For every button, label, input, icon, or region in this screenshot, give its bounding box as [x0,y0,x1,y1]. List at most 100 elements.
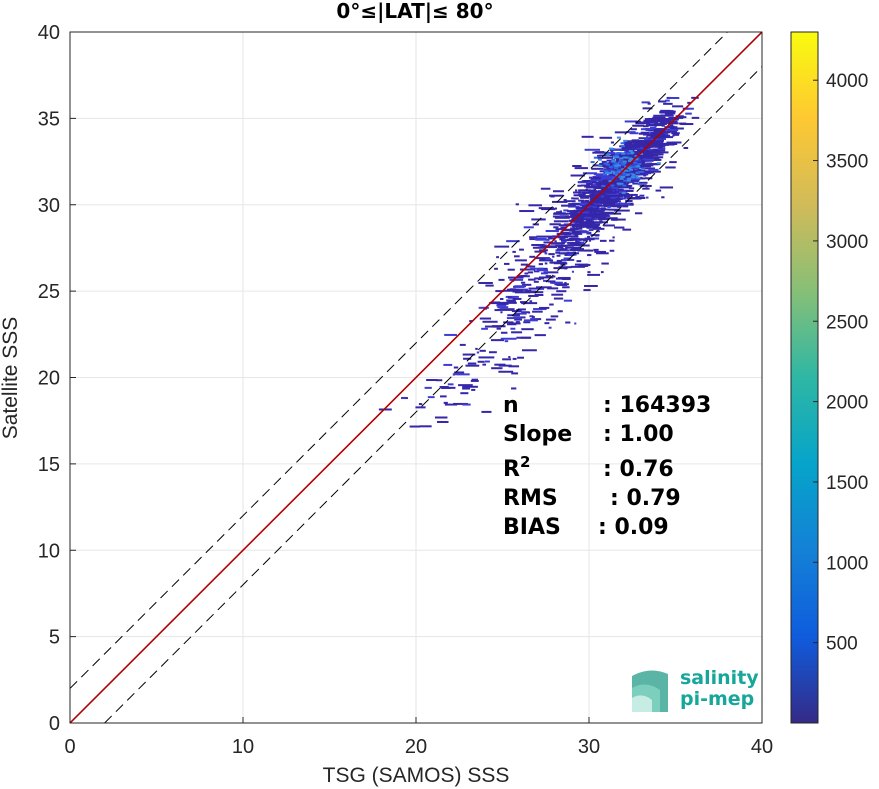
density-cell [569,253,577,256]
density-cells [378,96,700,428]
density-cell [646,141,651,144]
density-cell [589,176,593,179]
density-cell [584,185,595,188]
density-core-cell [633,158,638,161]
density-cell [639,194,645,197]
density-cell [564,282,567,285]
density-core-cell [622,156,627,159]
density-cell [556,248,568,251]
density-cell [610,164,615,167]
density-cell [649,120,661,123]
density-core-cell [603,162,608,165]
density-cell [543,241,553,244]
density-cell [578,221,588,224]
density-cell [590,203,601,206]
density-core-cell [616,136,621,139]
density-cell [664,112,676,115]
density-cell [547,287,559,290]
density-cell [479,349,486,352]
density-cell [613,148,629,151]
density-cell [654,122,667,125]
density-cell [589,185,592,188]
density-cell [563,235,579,238]
density-cell [584,199,589,202]
density-cell [600,195,605,198]
density-cell [531,315,535,318]
density-cell [589,179,603,182]
density-cell [523,226,534,229]
density-core-cell [614,167,619,170]
density-cell [597,156,614,159]
density-core-cell [623,169,628,172]
density-core-cell [630,176,635,179]
density-cell [552,190,564,193]
density-cell [576,218,592,221]
density-cell [580,213,594,216]
density-cell [424,386,432,389]
density-cell [544,262,548,265]
density-cell [500,331,508,334]
density-cell [415,406,426,409]
density-cell [500,337,517,340]
density-cell [529,300,533,303]
density-cell [482,363,487,366]
density-cell [607,192,619,195]
density-cell [520,281,526,284]
density-cell [595,230,600,233]
density-cell [583,225,599,228]
density-cell [563,199,567,202]
density-cell [607,205,611,208]
density-core-cell [621,145,626,148]
density-cell [530,318,542,321]
chart-title: 0°≤|LAT|≤ 80° [336,0,493,23]
density-cell [559,215,570,218]
density-core-cell [614,154,619,157]
x-tick-label: 40 [751,736,773,758]
density-cell [572,165,582,168]
density-cell [596,252,609,255]
density-cell [663,102,673,105]
density-cell [465,364,480,367]
density-cell [521,328,534,331]
density-cell [569,229,574,232]
density-cell [640,128,654,131]
density-cell [563,299,573,302]
y-tick-label: 30 [38,195,60,217]
density-core-cell [625,156,630,159]
density-cell [494,309,500,312]
density-core-cell [612,155,617,158]
density-cell [613,209,630,212]
density-cell [634,212,643,215]
density-cell [640,165,651,168]
density-cell [534,334,546,337]
density-cell [512,297,522,300]
density-core-cell [618,171,623,174]
density-cell [629,170,643,173]
density-cell [582,239,588,242]
density-cell [598,218,609,221]
density-cell [503,321,514,324]
density-cell [615,158,620,161]
density-cell [641,101,650,104]
density-core-cell [630,151,635,154]
density-cell [659,143,675,146]
density-core-cell [601,184,606,187]
density-cell [588,189,591,192]
density-cell [601,209,605,212]
density-cell [532,223,539,226]
density-cell [426,379,438,382]
density-cell [597,200,613,203]
density-cell [471,378,478,381]
density-cell [588,222,596,225]
density-cell [610,150,614,153]
density-cell [649,170,661,173]
density-cell [666,130,677,133]
density-cell [631,159,642,162]
density-cell [617,163,625,166]
density-cell [568,237,580,240]
density-core-cell [597,158,602,161]
density-cell [588,189,597,192]
density-core-cell [619,157,624,160]
density-cell [548,326,552,329]
density-cell [630,128,637,131]
